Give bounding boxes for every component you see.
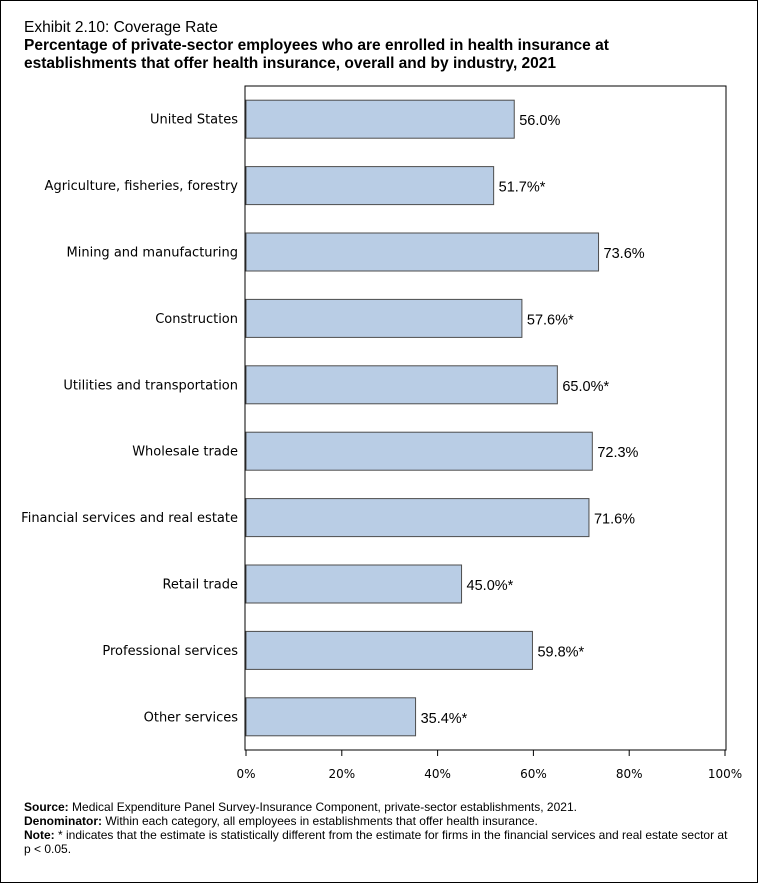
denominator-text: Within each category, all employees in e… [102,814,538,828]
chart-title-block: Exhibit 2.10: Coverage Rate Percentage o… [24,19,744,73]
chart-subtitle-line-1: Percentage of private-sector employees w… [24,37,609,54]
bar [245,431,593,471]
x-axis: 0% 20% 40% 60% 80% 100% [236,750,742,781]
x-tick-label: 100% [708,767,742,781]
bars-layer [245,99,600,737]
category-label: Professional services [102,644,238,659]
bar [245,564,463,604]
data-label: 51.7%* [499,180,546,196]
data-label: 57.6%* [527,312,574,328]
data-label: 72.3% [597,445,638,461]
chart-notes: Source: Medical Expenditure Panel Survey… [24,800,734,856]
x-tick-label: 0% [236,767,255,781]
data-label: 45.0%* [467,578,514,594]
x-tick-label: 60% [520,767,547,781]
category-label: United States [150,113,238,128]
note-label: Note: [24,828,55,842]
source-text: Medical Expenditure Panel Survey-Insuran… [68,800,577,814]
category-label: Wholesale trade [132,445,238,460]
category-label: Construction [155,312,238,327]
bar-chart: United States Agriculture, fisheries, for… [21,85,742,781]
category-labels-layer: United States Agriculture, fisheries, for… [21,113,238,726]
bar [245,232,600,272]
denominator-note: Denominator: Within each category, all e… [24,814,734,828]
chart-title: Exhibit 2.10: Coverage Rate [24,19,218,36]
bar [245,166,495,206]
bar [245,498,590,538]
bar [245,697,417,737]
x-tick-label: 20% [328,767,355,781]
significance-note: Note: * indicates that the estimate is s… [24,828,734,856]
category-label: Agriculture, fisheries, forestry [45,179,239,194]
bar [245,298,523,338]
bar [245,99,515,139]
denominator-label: Denominator: [24,814,102,828]
category-label: Retail trade [162,578,238,593]
x-tick-label: 80% [616,767,643,781]
data-label: 71.6% [594,512,635,528]
note-text: * indicates that the estimate is statist… [24,828,728,856]
bar [245,630,533,670]
category-label: Utilities and transportation [63,378,238,393]
data-label: 35.4%* [421,711,468,727]
category-label: Other services [144,710,239,725]
chart-subtitle-line-2: establishments that offer health insuran… [24,55,557,72]
source-label: Source: [24,800,69,814]
data-label: 73.6% [604,246,645,262]
data-label: 59.8%* [537,644,584,660]
data-label: 56.0% [519,113,560,129]
bar [245,365,558,405]
data-label: 65.0%* [562,379,609,395]
x-tick-label: 40% [424,767,451,781]
category-label: Financial services and real estate [21,511,238,526]
data-labels-layer: 56.0% 51.7%* 73.6% 57.6%* 65.0%* 72.3% 71.6% 45… [421,113,645,727]
category-label: Mining and manufacturing [67,246,238,261]
source-note: Source: Medical Expenditure Panel Survey… [24,800,734,814]
